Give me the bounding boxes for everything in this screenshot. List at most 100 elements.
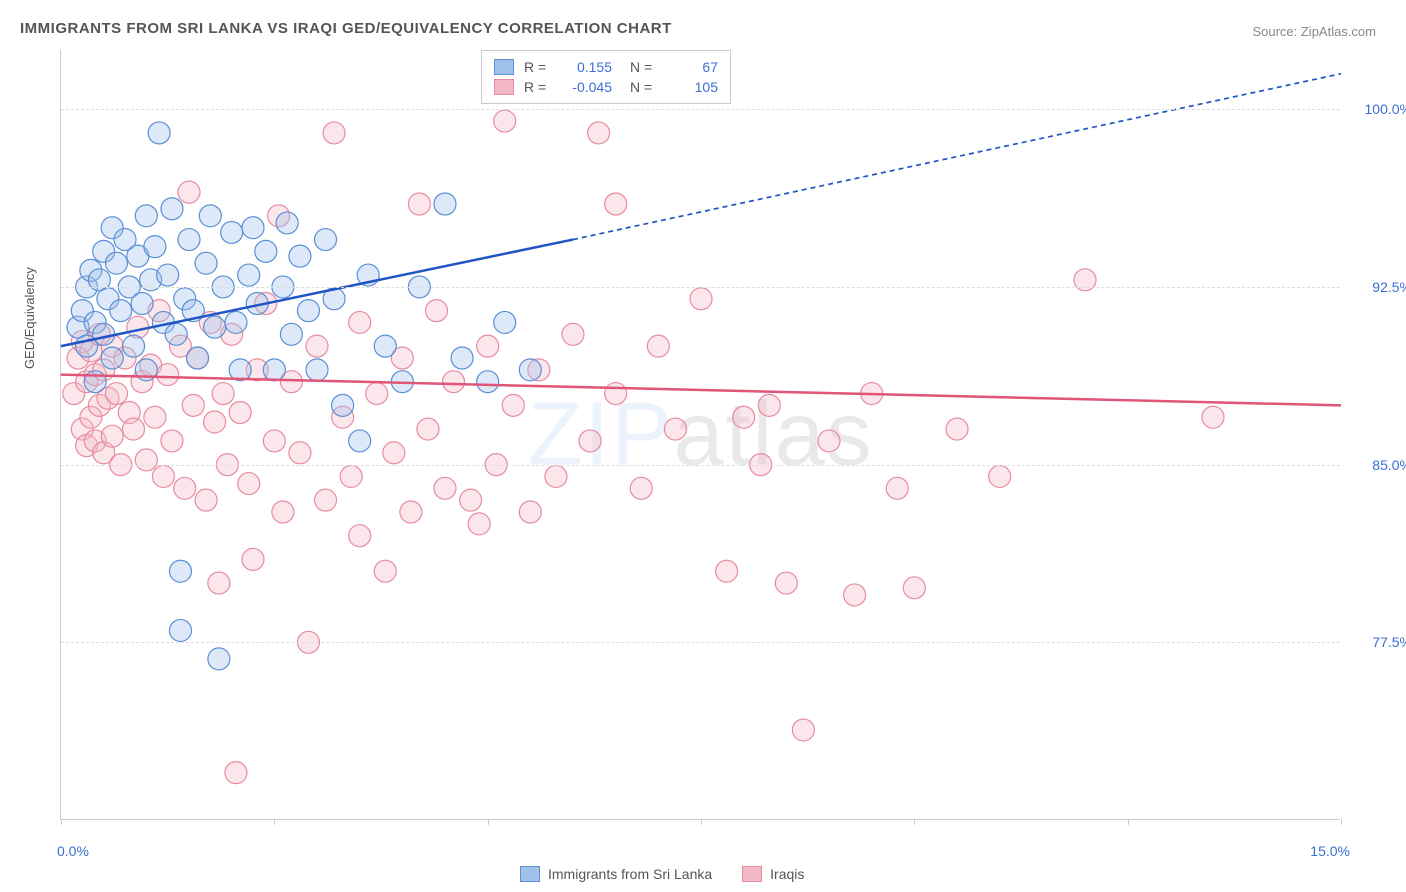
- data-point-iraqi: [425, 300, 447, 322]
- data-point-iraqi: [105, 383, 127, 405]
- data-point-iraqi: [886, 477, 908, 499]
- data-point-iraqi: [630, 477, 652, 499]
- data-point-sri_lanka: [315, 229, 337, 251]
- data-point-sri_lanka: [306, 359, 328, 381]
- x-tick: [701, 819, 702, 825]
- r-value-sri-lanka: 0.155: [562, 59, 612, 75]
- data-point-iraqi: [315, 489, 337, 511]
- data-point-iraqi: [123, 418, 145, 440]
- n-value-sri-lanka: 67: [668, 59, 718, 75]
- data-point-sri_lanka: [105, 252, 127, 274]
- data-point-iraqi: [289, 442, 311, 464]
- data-point-iraqi: [225, 762, 247, 784]
- y-tick-label: 92.5%: [1352, 279, 1406, 295]
- y-axis-label: GED/Equivalency: [22, 267, 37, 369]
- data-point-iraqi: [212, 383, 234, 405]
- n-label: N =: [630, 79, 658, 95]
- trend-line-iraqi: [61, 375, 1341, 406]
- data-point-iraqi: [579, 430, 601, 452]
- data-point-iraqi: [152, 465, 174, 487]
- data-point-iraqi: [101, 425, 123, 447]
- data-point-iraqi: [690, 288, 712, 310]
- y-tick-label: 100.0%: [1352, 101, 1406, 117]
- source-label: Source: ZipAtlas.com: [1252, 24, 1376, 39]
- data-point-sri_lanka: [276, 212, 298, 234]
- x-tick: [61, 819, 62, 825]
- data-point-iraqi: [366, 383, 388, 405]
- data-point-sri_lanka: [101, 347, 123, 369]
- series-label-iraqi: Iraqis: [770, 866, 804, 882]
- data-point-sri_lanka: [208, 648, 230, 670]
- data-point-iraqi: [519, 501, 541, 523]
- data-point-iraqi: [208, 572, 230, 594]
- data-point-iraqi: [758, 394, 780, 416]
- data-point-sri_lanka: [332, 394, 354, 416]
- data-point-iraqi: [562, 323, 584, 345]
- data-point-sri_lanka: [131, 293, 153, 315]
- data-point-iraqi: [733, 406, 755, 428]
- data-point-sri_lanka: [477, 371, 499, 393]
- data-point-iraqi: [605, 383, 627, 405]
- correlation-legend: R = 0.155 N = 67 R = -0.045 N = 105: [481, 50, 731, 104]
- legend-row-sri-lanka: R = 0.155 N = 67: [494, 57, 718, 77]
- data-point-sri_lanka: [242, 217, 264, 239]
- data-point-sri_lanka: [144, 236, 166, 258]
- data-point-sri_lanka: [451, 347, 473, 369]
- legend-row-iraqi: R = -0.045 N = 105: [494, 77, 718, 97]
- n-value-iraqi: 105: [668, 79, 718, 95]
- data-point-sri_lanka: [434, 193, 456, 215]
- data-point-iraqi: [374, 560, 396, 582]
- data-point-iraqi: [349, 311, 371, 333]
- data-point-iraqi: [383, 442, 405, 464]
- data-point-iraqi: [434, 477, 456, 499]
- x-tick-label-max: 15.0%: [1310, 843, 1350, 859]
- data-point-iraqi: [323, 122, 345, 144]
- source-name: ZipAtlas.com: [1301, 24, 1376, 39]
- x-tick: [1341, 819, 1342, 825]
- data-point-iraqi: [272, 501, 294, 523]
- data-point-iraqi: [263, 430, 285, 452]
- data-point-sri_lanka: [195, 252, 217, 274]
- data-point-iraqi: [903, 577, 925, 599]
- r-label: R =: [524, 79, 552, 95]
- data-point-sri_lanka: [93, 323, 115, 345]
- data-point-iraqi: [460, 489, 482, 511]
- data-point-sri_lanka: [187, 347, 209, 369]
- y-tick-label: 85.0%: [1352, 457, 1406, 473]
- r-value-iraqi: -0.045: [562, 79, 612, 95]
- data-point-iraqi: [443, 371, 465, 393]
- data-point-sri_lanka: [169, 560, 191, 582]
- y-tick-label: 77.5%: [1352, 634, 1406, 650]
- data-point-iraqi: [400, 501, 422, 523]
- data-point-iraqi: [468, 513, 490, 535]
- data-point-sri_lanka: [178, 229, 200, 251]
- gridline-h: [61, 109, 1340, 110]
- data-point-iraqi: [417, 418, 439, 440]
- data-point-iraqi: [340, 465, 362, 487]
- gridline-h: [61, 642, 1340, 643]
- data-point-iraqi: [157, 364, 179, 386]
- data-point-iraqi: [844, 584, 866, 606]
- data-point-iraqi: [605, 193, 627, 215]
- data-point-sri_lanka: [148, 122, 170, 144]
- x-tick: [914, 819, 915, 825]
- series-label-sri-lanka: Immigrants from Sri Lanka: [548, 866, 712, 882]
- swatch-iraqi: [494, 79, 514, 95]
- gridline-h: [61, 465, 1340, 466]
- data-point-iraqi: [242, 548, 264, 570]
- data-point-iraqi: [716, 560, 738, 582]
- data-point-iraqi: [792, 719, 814, 741]
- data-point-sri_lanka: [297, 300, 319, 322]
- data-point-iraqi: [182, 394, 204, 416]
- x-tick: [274, 819, 275, 825]
- data-point-iraqi: [818, 430, 840, 452]
- chart-svg: [61, 50, 1340, 819]
- data-point-iraqi: [545, 465, 567, 487]
- source-prefix: Source:: [1252, 24, 1300, 39]
- data-point-iraqi: [989, 465, 1011, 487]
- data-point-sri_lanka: [165, 323, 187, 345]
- x-tick-label-min: 0.0%: [57, 843, 89, 859]
- data-point-sri_lanka: [199, 205, 221, 227]
- data-point-iraqi: [647, 335, 669, 357]
- data-point-iraqi: [349, 525, 371, 547]
